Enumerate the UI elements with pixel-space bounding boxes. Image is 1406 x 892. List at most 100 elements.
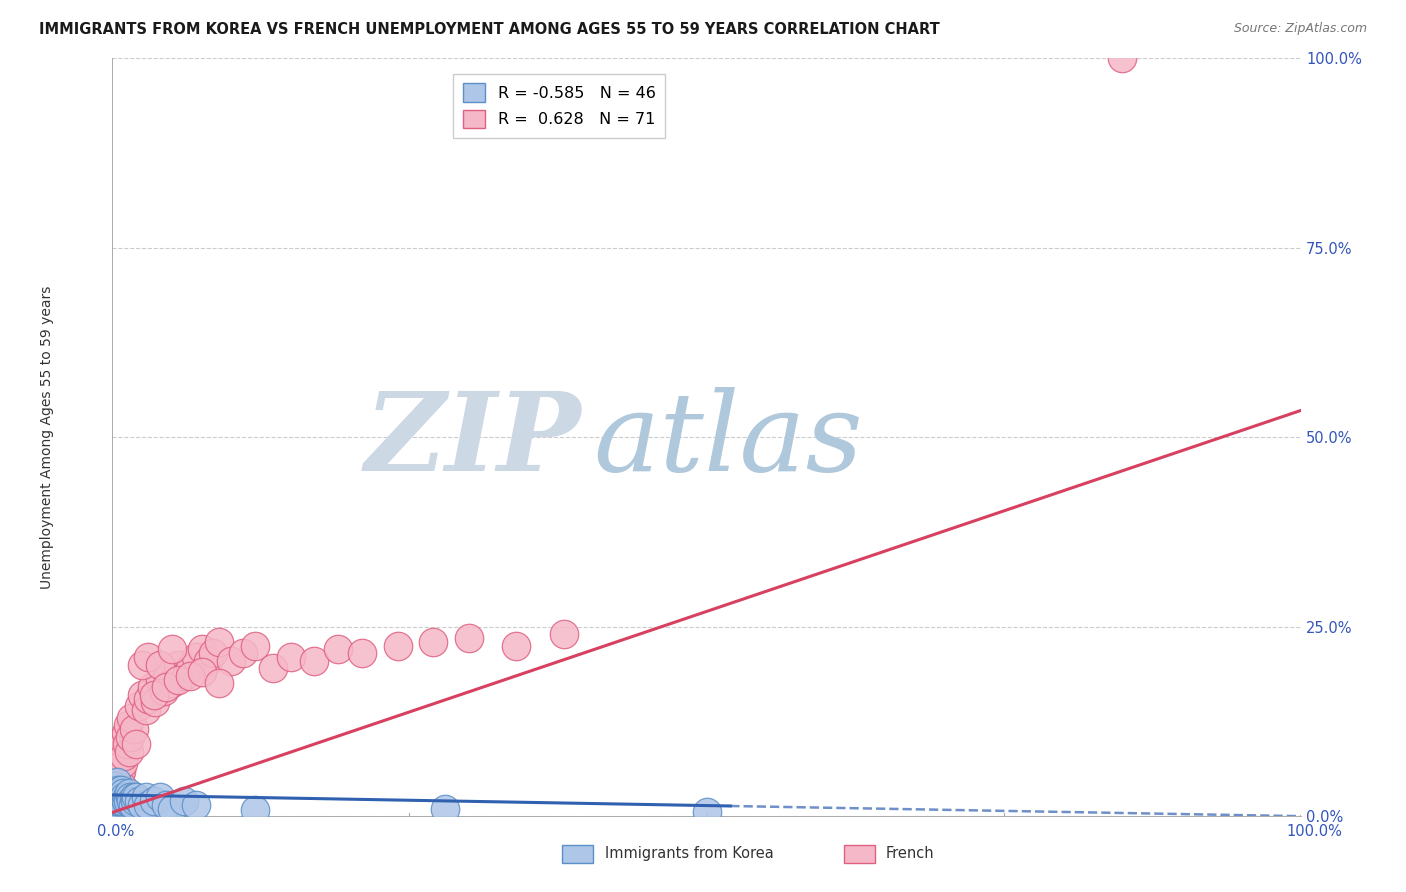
Point (122, 790, 145, 805)
Point (124, 794, 146, 808)
Point (110, 764, 132, 778)
Point (117, 794, 139, 808)
Point (120, 730, 142, 744)
Point (184, 797, 207, 812)
Point (107, 790, 129, 805)
Point (422, 635, 444, 649)
Point (155, 680, 177, 694)
Point (122, 722, 145, 736)
Point (179, 669, 201, 683)
Point (328, 642, 350, 657)
Text: ZIP: ZIP (366, 387, 582, 495)
Point (105, 790, 128, 805)
Text: atlas: atlas (593, 387, 863, 495)
Point (105, 790, 128, 805)
Point (112, 748, 135, 763)
Point (125, 790, 148, 805)
Point (105, 760, 128, 774)
Point (103, 775, 125, 789)
Point (103, 764, 125, 778)
Point (156, 665, 179, 680)
Point (166, 657, 188, 672)
Point (121, 794, 143, 808)
Point (136, 691, 159, 706)
Point (243, 639, 266, 653)
Text: Source: ZipAtlas.com: Source: ZipAtlas.com (1233, 22, 1367, 36)
Point (197, 654, 219, 668)
Legend: R = -0.585   N = 46, R =  0.628   N = 71: R = -0.585 N = 46, R = 0.628 N = 71 (453, 73, 665, 137)
Point (136, 649, 159, 664)
Text: Unemployment Among Ages 55 to 59 years: Unemployment Among Ages 55 to 59 years (41, 285, 55, 589)
Point (104, 790, 127, 805)
Point (202, 646, 225, 660)
Point (104, 782, 127, 797)
Point (101, 787, 124, 801)
Point (173, 669, 195, 683)
Point (350, 646, 373, 660)
Point (434, 802, 457, 816)
Point (108, 782, 131, 797)
Point (304, 654, 326, 668)
Point (108, 767, 131, 781)
Point (143, 688, 166, 702)
Point (118, 745, 141, 759)
Point (128, 794, 150, 808)
Point (104, 787, 127, 801)
Point (120, 790, 142, 805)
Point (232, 646, 254, 660)
Point (107, 775, 129, 789)
Point (387, 639, 409, 653)
Point (152, 684, 174, 698)
Point (155, 797, 177, 812)
Point (105, 775, 128, 789)
Point (135, 703, 157, 717)
Text: Immigrants from Korea: Immigrants from Korea (605, 847, 773, 861)
Point (262, 661, 284, 675)
Point (111, 733, 134, 747)
Point (110, 790, 132, 805)
Text: French: French (886, 847, 935, 861)
Point (121, 710, 143, 724)
Point (136, 797, 159, 812)
Point (103, 782, 125, 797)
Point (104, 797, 127, 812)
Text: 0.0%: 0.0% (97, 824, 134, 838)
Point (505, 639, 527, 653)
Point (105, 794, 128, 808)
Point (184, 649, 207, 664)
Point (111, 779, 134, 793)
Point (112, 790, 135, 805)
Point (280, 649, 302, 664)
Point (1111, 51, 1133, 65)
Point (105, 787, 128, 801)
Point (121, 797, 143, 812)
Point (219, 654, 243, 668)
Point (112, 756, 135, 771)
Point (108, 787, 131, 801)
Point (112, 787, 135, 801)
Point (173, 794, 195, 808)
Point (103, 779, 125, 793)
Point (117, 718, 139, 732)
Point (149, 673, 172, 687)
Point (553, 627, 575, 641)
Point (111, 794, 134, 808)
Point (114, 726, 136, 740)
Point (190, 642, 212, 657)
Point (149, 657, 172, 672)
Point (131, 657, 153, 672)
Point (114, 794, 136, 808)
Point (101, 787, 124, 801)
Point (149, 790, 172, 805)
Point (190, 665, 212, 680)
Point (179, 661, 201, 675)
Point (108, 794, 131, 808)
Point (208, 635, 231, 649)
Point (160, 676, 183, 690)
Point (105, 767, 128, 781)
Point (105, 752, 128, 766)
Point (118, 787, 141, 801)
Point (243, 803, 266, 817)
Point (101, 771, 124, 786)
Point (166, 673, 188, 687)
